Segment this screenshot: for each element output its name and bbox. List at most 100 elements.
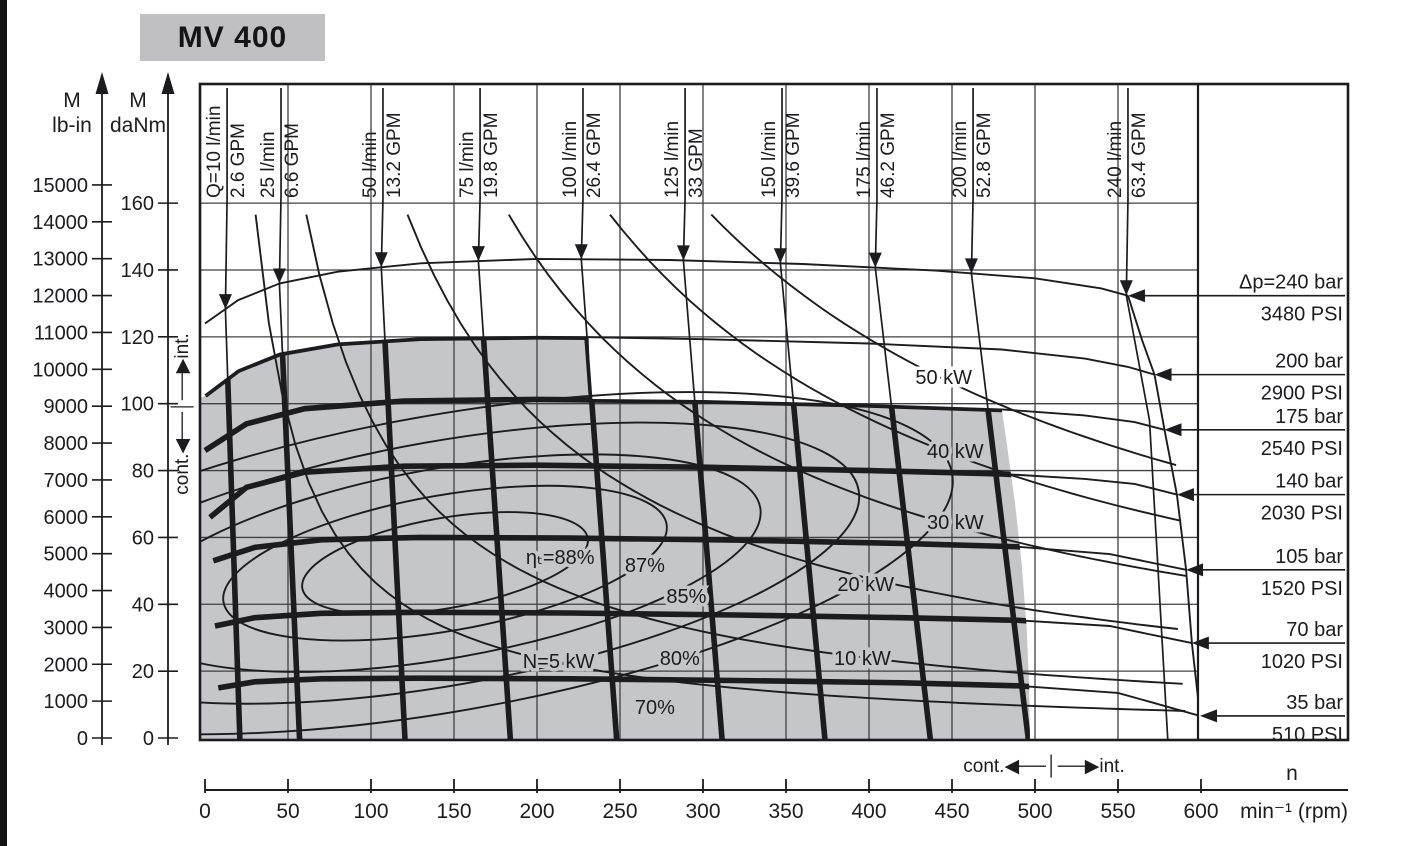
flow-arrowhead-150lpm (773, 248, 787, 264)
flow-arrowhead-125lpm (676, 245, 690, 261)
flow-line-gpm-label: 2.6 GPM (228, 123, 249, 198)
lbin-tick-label: 13000 (32, 249, 88, 271)
flow-line-thick-125lpm (680, 336, 725, 740)
efficiency-label-85: 85% (666, 586, 706, 608)
flow-labels: Q=10 l/min 2.6 GPM 25 l/min 6.6 GPM 50 l/min… (204, 88, 1150, 198)
flow-line-gpm-label: 63.4 GPM (1129, 112, 1150, 198)
danm-tick-label: 40 (132, 594, 154, 616)
power-curve-label-40kw: 40 kW (927, 441, 984, 463)
axes: 0 50 100 150 200 250 300 350 400 450 500 550 600nmin… (32, 72, 1348, 823)
flow-line-thick-240lpm (1126, 198, 1168, 740)
pressure-curve-thick-70bar (214, 609, 1030, 646)
lbin-tick-label: 10000 (32, 359, 88, 381)
danm-axis-arrow-icon (161, 72, 175, 94)
lbin-tick-label: 5000 (44, 544, 89, 566)
efficiency-label-80: 80% (660, 648, 700, 670)
pressure-arrowhead-140bar (1176, 488, 1194, 502)
x-tick-label-250: 250 (602, 800, 637, 823)
power-curve-10kw (305, 214, 1183, 685)
flow-line-thick-100lpm (578, 336, 620, 740)
danm-axis-unit: daNm (110, 114, 166, 137)
plot-frame (198, 82, 1350, 742)
flow-line-label: 200 l/min (950, 121, 971, 198)
flow-line-label: 25 l/min (258, 131, 279, 198)
flow-arrowhead-10lpm (218, 294, 232, 310)
lbin-tick-label: 12000 (32, 286, 88, 308)
danm-tick-label: 20 (132, 661, 154, 683)
flow-line-gpm-label: 39.6 GPM (783, 112, 804, 198)
x-tick-label-100: 100 (353, 800, 388, 823)
lbin-axis-arrow-icon (95, 72, 109, 94)
power-curve-label-30kw: 30 kW (927, 512, 984, 534)
flow-line-gpm-label: 6.6 GPM (282, 123, 303, 198)
flow-line-thick-50lpm (378, 336, 408, 740)
pressure-arrowhead-240bar (1127, 289, 1145, 303)
lbin-axis-unit: lb-in (52, 114, 92, 137)
x-tick-label-350: 350 (768, 800, 803, 823)
bottom-cont-int-marker: cont.◀──│──▶int. (963, 754, 1124, 778)
pressure-arrowhead-175bar (1164, 423, 1182, 437)
flow-line-gpm-label: 52.8 GPM (974, 112, 995, 198)
flow-line-gpm-label: 19.8 GPM (481, 112, 502, 198)
pressure-bar-label: 140 bar (1275, 471, 1343, 493)
danm-tick-label: 80 (132, 461, 154, 483)
x-tick-label-500: 500 (1017, 800, 1052, 823)
flow-line-thick-10lpm (222, 336, 243, 740)
pressure-psi-label: 510 PSI (1272, 724, 1343, 746)
power-curve-label-10kw: 10 kW (834, 648, 891, 670)
lbin-tick-label: 7000 (44, 470, 89, 492)
x-tick-label-50: 50 (276, 800, 299, 823)
flow-line-thick-150lpm (777, 336, 828, 740)
pressure-psi-label: 1520 PSI (1261, 578, 1343, 600)
flow-arrowhead-200lpm (964, 258, 978, 274)
x-tick-label-0: 0 (199, 800, 211, 823)
pressure-bar-label: 35 bar (1286, 692, 1343, 714)
efficiency-label-87: 87% (625, 555, 665, 577)
power-curve-label-50kw: 50 kW (915, 367, 972, 389)
pressure-arrowhead-35bar (1200, 709, 1218, 723)
pressure-arrowhead-70bar (1191, 636, 1209, 650)
pressure-bar-label: 175 bar (1275, 406, 1343, 428)
lbin-tick-label: 1000 (44, 691, 89, 713)
left-cont-int-marker: cont.◀──│──▶int. (170, 333, 194, 494)
x-tick-label-150: 150 (436, 800, 471, 823)
flow-arrowhead-50lpm (374, 252, 388, 268)
pressure-bar-label: Δp=240 bar (1239, 272, 1343, 294)
flow-line-label: Q=10 l/min (204, 106, 225, 198)
pressure-bar-label: 200 bar (1275, 351, 1343, 373)
danm-tick-label: 120 (121, 327, 154, 349)
x-tick-label-300: 300 (685, 800, 720, 823)
danm-tick-label: 140 (121, 260, 154, 282)
flow-line-label: 75 l/min (457, 131, 478, 198)
lbin-tick-label: 2000 (44, 654, 89, 676)
chart-title: MV 400 (140, 14, 325, 61)
flow-line-thick-175lpm (872, 336, 934, 740)
flow-arrowhead-100lpm (574, 244, 588, 260)
danm-tick-label: 100 (121, 394, 154, 416)
pressure-psi-label: 2900 PSI (1261, 383, 1343, 405)
pressure-curve-thick-105bar (212, 534, 1030, 573)
power-curve-30kw (507, 214, 1187, 577)
curve-labels: N=5 kW 10 kW 20 kW 30 kW 40 kW 50 kW ηₜ=88% 87%… (519, 363, 987, 722)
efficiency-label-70: 70% (635, 697, 675, 719)
flow-line-thick-75lpm (475, 336, 514, 740)
pressure-curve-thick-240bar (205, 259, 1128, 324)
lbin-tick-label: 6000 (44, 507, 89, 529)
flow-line-gpm-label: 26.4 GPM (584, 112, 605, 198)
flow-line-label: 240 l/min (1105, 121, 1126, 198)
flow-arrowhead-25lpm (272, 268, 286, 284)
power-curve-50kw (710, 213, 1177, 467)
flow-line-thick-200lpm (968, 336, 1030, 740)
flow-line-gpm-label: 46.2 GPM (878, 112, 899, 198)
x-axis-unit: min⁻¹ (rpm) (1240, 800, 1348, 823)
pressure-psi-label: 2030 PSI (1261, 503, 1343, 525)
page-edge-strip (0, 0, 7, 846)
pressure-psi-label: 3480 PSI (1261, 304, 1343, 326)
x-tick-label-450: 450 (934, 800, 969, 823)
power-curve-label-20kw: 20 kW (837, 574, 894, 596)
x-tick-label-600: 600 (1183, 800, 1218, 823)
flow-line-240lpm (1125, 197, 1169, 741)
flow-arrowhead-240lpm (1119, 280, 1133, 296)
